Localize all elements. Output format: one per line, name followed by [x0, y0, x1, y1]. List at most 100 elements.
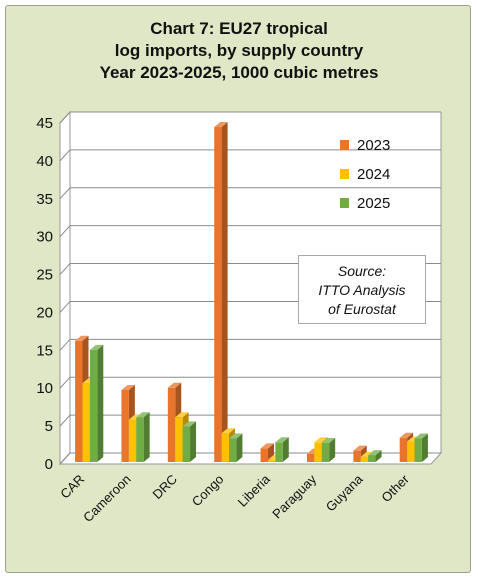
gridline	[59, 225, 441, 238]
gridline	[59, 338, 441, 351]
bar-top	[399, 432, 414, 438]
gridline	[59, 187, 441, 200]
bar-car-2025	[89, 344, 104, 462]
bar-front	[82, 383, 90, 462]
legend-swatch	[340, 169, 349, 179]
bar-top	[353, 445, 367, 451]
chart-title-line-3: Year 2023-2025, 1000 cubic metres	[99, 63, 379, 82]
gridline	[59, 414, 441, 427]
bar-front	[260, 448, 268, 462]
x-tick-label-drc: DRC	[150, 472, 181, 503]
legend-item-2023: 2023	[340, 137, 390, 154]
bar-side	[221, 122, 228, 462]
bar-front	[175, 417, 183, 462]
source-line-2: ITTO Analysis	[318, 282, 406, 298]
bar-congo-2025	[229, 433, 243, 462]
bar-side	[97, 344, 104, 462]
bar-front	[136, 417, 144, 462]
y-tick-label: 20	[36, 304, 53, 321]
bar-top	[414, 433, 428, 439]
legend-label: 2024	[357, 166, 390, 183]
legend-label: 2023	[357, 137, 390, 154]
bar-front	[407, 441, 415, 462]
bar-paraguay-2025	[321, 438, 336, 462]
bar-top	[360, 451, 375, 457]
bar-top	[321, 438, 336, 444]
chart-title-line-1: Chart 7: EU27 tropical	[150, 19, 328, 38]
bar-top	[368, 450, 382, 456]
bar-front	[353, 450, 361, 462]
legend-item-2024: 2024	[340, 166, 390, 183]
bar-front	[306, 453, 315, 462]
legend-swatch	[340, 140, 349, 150]
y-tick-label: 35	[36, 191, 53, 208]
bar-front	[128, 419, 137, 462]
bar-top	[121, 385, 135, 391]
bar-side	[282, 437, 289, 462]
bar-front	[314, 442, 322, 462]
x-tick-label-other: Other	[378, 471, 412, 505]
y-tick-label: 10	[36, 380, 53, 397]
legend-item-2025: 2025	[340, 195, 390, 212]
bar-top	[167, 382, 182, 388]
bar-congo-2023	[214, 122, 228, 462]
x-tick-label-paraguay: Paraguay	[269, 471, 319, 521]
bar-drc-2025	[182, 421, 197, 462]
bar-side	[190, 421, 197, 462]
y-tick-label: 45	[36, 115, 53, 132]
bar-front	[360, 456, 369, 462]
gridline	[59, 111, 441, 124]
bar-cameroon-2025	[136, 412, 150, 462]
bar-front	[229, 438, 237, 462]
plot-side-wall	[59, 110, 71, 466]
gridline	[59, 376, 441, 389]
bar-front	[267, 459, 276, 462]
source-line-1: Source:	[337, 263, 387, 279]
bar-guyana-2025	[368, 450, 382, 462]
bar-front	[221, 433, 230, 462]
x-tick-label-car: CAR	[57, 472, 87, 502]
x-tick-label-liberia: Liberia	[235, 471, 274, 510]
bar-top	[214, 122, 228, 128]
y-tick-label: 40	[36, 153, 53, 170]
bar-top	[221, 428, 236, 434]
bar-top	[182, 421, 197, 427]
y-tick-label: 0	[45, 456, 53, 473]
bar-front	[214, 127, 222, 462]
bar-top	[314, 437, 328, 443]
bar-front	[275, 442, 283, 462]
bar-front	[121, 390, 129, 462]
legend-label: 2025	[357, 195, 390, 212]
bar-side	[421, 433, 428, 462]
gridline	[59, 149, 441, 162]
chart-title-line-2: log imports, by supply country	[114, 41, 364, 60]
bar-front	[89, 349, 98, 462]
source-note: Source: ITTO Analysis of Eurostat	[298, 255, 426, 324]
y-tick-label: 25	[36, 267, 53, 284]
bar-top	[75, 335, 89, 341]
bar-side	[143, 412, 150, 462]
legend-swatch	[340, 198, 349, 208]
bar-front	[414, 438, 422, 462]
bar-front	[167, 387, 176, 462]
bar-top	[229, 433, 243, 439]
bar-front	[321, 443, 330, 462]
bar-front	[182, 426, 191, 462]
bar-side	[329, 438, 336, 462]
bar-top	[260, 443, 274, 449]
x-tick-label-congo: Congo	[189, 472, 227, 510]
bar-top	[275, 437, 289, 443]
bar-front	[399, 437, 408, 462]
x-tick-label-guyana: Guyana	[323, 471, 366, 514]
y-tick-label: 5	[45, 418, 53, 435]
bar-side	[236, 433, 243, 462]
bar-top	[136, 412, 150, 418]
bar-side	[375, 450, 382, 462]
bar-top	[175, 412, 189, 418]
bar-front	[368, 455, 376, 462]
bar-liberia-2025	[275, 437, 289, 462]
y-tick-label: 30	[36, 229, 53, 246]
source-line-3: of Eurostat	[328, 301, 396, 317]
bar-top	[89, 344, 104, 350]
plot-floor	[58, 452, 443, 465]
